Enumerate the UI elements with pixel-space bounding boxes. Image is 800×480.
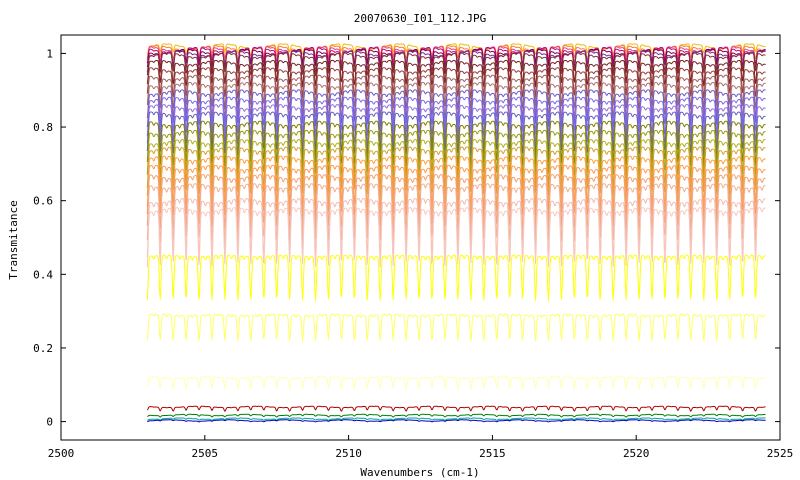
y-tick-label: 0 (46, 416, 53, 429)
x-tick-label: 2525 (767, 447, 794, 460)
series-line-32 (147, 419, 766, 423)
series-line-7 (146, 52, 766, 77)
series-line-26 (146, 254, 766, 302)
chart-title: 20070630_I01_112.JPG (354, 12, 486, 25)
series-line-29 (146, 405, 766, 412)
series-line-8 (146, 59, 766, 88)
series-layer (146, 43, 766, 423)
x-tick-label: 2520 (623, 447, 650, 460)
x-tick-label: 2505 (192, 447, 219, 460)
y-tick-label: 0.4 (33, 268, 53, 281)
y-tick-label: 0.2 (33, 342, 53, 355)
x-tick-label: 2510 (335, 447, 362, 460)
y-axis-label: Transmitance (7, 200, 20, 279)
x-axis-label: Wavenumbers (cm-1) (360, 466, 479, 479)
y-tick-label: 1 (46, 47, 53, 60)
axes-layer: 2500 2505 2510 2515 2520 2525 0 0.2 0.4 0.6 0.8 1 (33, 34, 794, 460)
y-tick-label: 0.6 (33, 195, 53, 208)
x-tick-label: 2515 (479, 447, 506, 460)
y-tick-label: 0.8 (33, 121, 53, 134)
series-line-27 (146, 313, 766, 342)
series-line-30 (147, 413, 766, 418)
series-line-25 (146, 207, 766, 268)
series-line-28 (146, 376, 766, 390)
series-line-31 (147, 417, 766, 421)
plot-frame (60, 34, 781, 441)
x-tick-label: 2500 (48, 447, 75, 460)
